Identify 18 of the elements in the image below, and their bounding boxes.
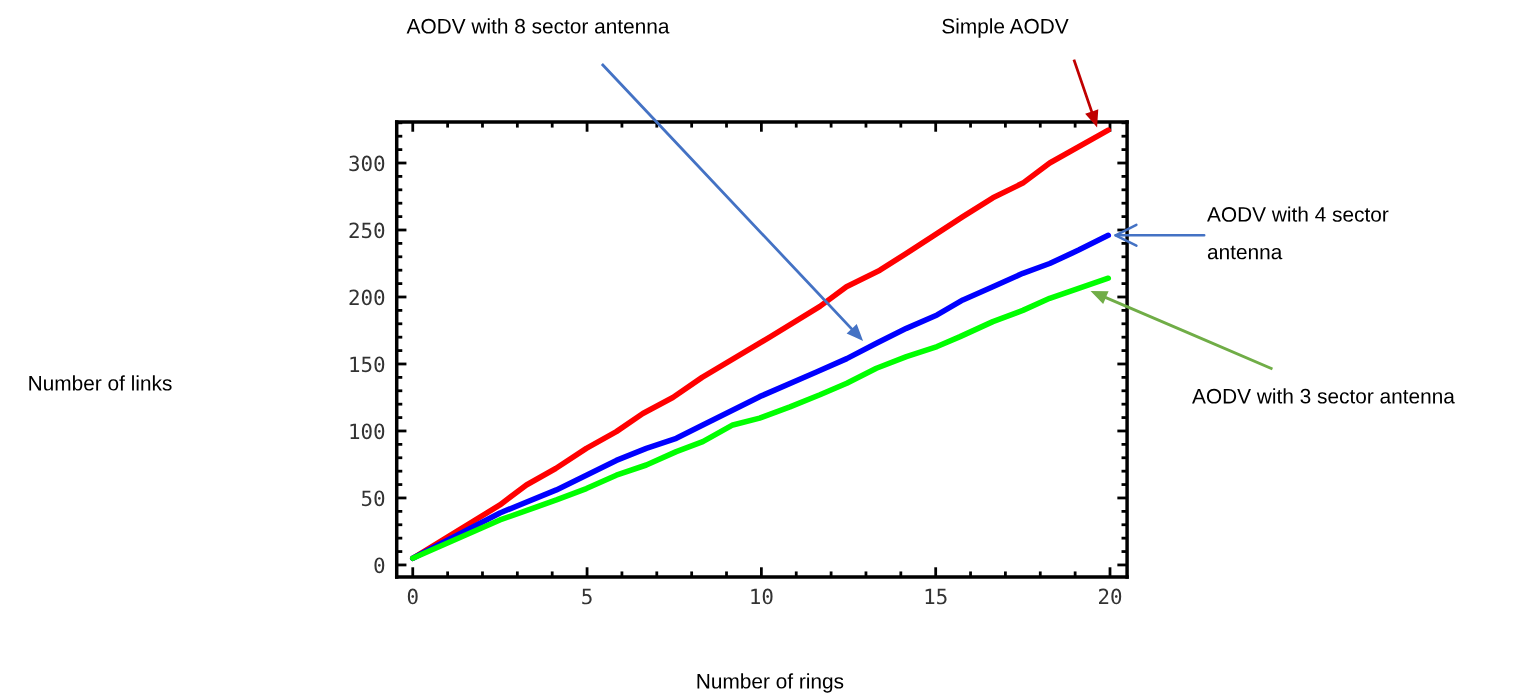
annotation: AODV with 4 sector antenna — [1207, 206, 1389, 260]
y-tick-label: 300 — [349, 155, 385, 172]
text: AODV with 8 sector antenna — [406, 18, 670, 34]
x-tick-label: 0 — [407, 588, 418, 605]
y-tick-label: 250 — [349, 222, 385, 239]
x-tick-label: 10 — [751, 588, 773, 605]
y-tick-label: 200 — [349, 289, 385, 306]
y-tick-label: 150 — [350, 356, 385, 373]
text: Simple AODV — [942, 18, 1069, 38]
y-tick-label: 100 — [350, 423, 385, 440]
y-tick-label: 50 — [361, 490, 385, 507]
x-tick-label: 5 — [582, 588, 592, 605]
y-tick-label: 0 — [374, 557, 385, 574]
x-tick-label: 20 — [1099, 588, 1122, 605]
text: AODV with 3 sector antenna — [1192, 388, 1455, 404]
x-tick-label: 15 — [925, 588, 947, 605]
text: Number of links — [29, 375, 172, 391]
x-axis-title: Number of rings — [697, 673, 844, 693]
